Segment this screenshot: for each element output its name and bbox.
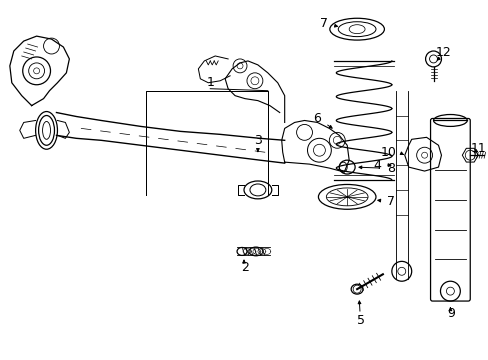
Text: 4: 4 — [372, 159, 380, 172]
Text: 6: 6 — [313, 112, 321, 125]
Text: 10: 10 — [380, 146, 396, 159]
Text: 7: 7 — [386, 195, 394, 208]
Text: 7: 7 — [320, 17, 328, 30]
Text: 5: 5 — [356, 314, 365, 327]
Text: 9: 9 — [447, 307, 454, 320]
Text: 11: 11 — [469, 142, 485, 155]
Text: 3: 3 — [253, 134, 261, 147]
Text: 2: 2 — [241, 261, 248, 274]
Text: 1: 1 — [206, 76, 214, 89]
Text: 12: 12 — [435, 46, 450, 59]
Text: 8: 8 — [386, 162, 394, 175]
